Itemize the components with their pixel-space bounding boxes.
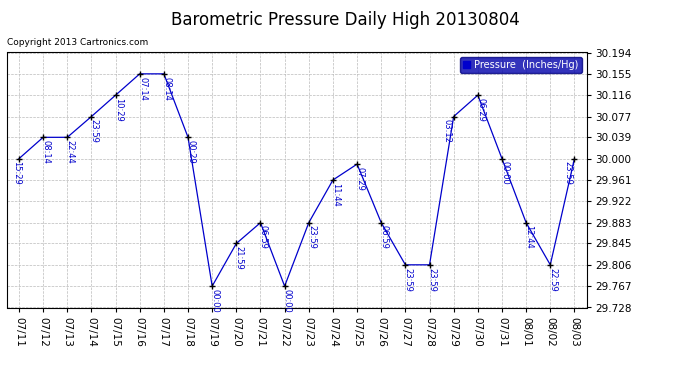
Text: 22:44: 22:44: [66, 140, 75, 164]
Text: 00:00: 00:00: [500, 161, 509, 185]
Text: 23:59: 23:59: [404, 268, 413, 291]
Text: 23:59: 23:59: [563, 161, 572, 185]
Text: 00:00: 00:00: [210, 289, 219, 313]
Text: 10:29: 10:29: [114, 98, 123, 122]
Text: 06:29: 06:29: [476, 98, 485, 122]
Text: 15:29: 15:29: [12, 161, 21, 185]
Text: 06:59: 06:59: [259, 225, 268, 249]
Legend: Pressure  (Inches/Hg): Pressure (Inches/Hg): [460, 57, 582, 73]
Text: 23:59: 23:59: [307, 225, 316, 249]
Text: 23:59: 23:59: [428, 268, 437, 291]
Text: 08:14: 08:14: [162, 76, 171, 101]
Text: 23:59: 23:59: [90, 119, 99, 143]
Text: 07:14: 07:14: [138, 76, 147, 101]
Text: 22:59: 22:59: [549, 268, 558, 291]
Text: Barometric Pressure Daily High 20130804: Barometric Pressure Daily High 20130804: [170, 11, 520, 29]
Text: 06:59: 06:59: [380, 225, 388, 249]
Text: 11:44: 11:44: [331, 183, 340, 207]
Text: 00:29: 00:29: [186, 140, 195, 164]
Text: 08:14: 08:14: [41, 140, 50, 164]
Text: 03:12: 03:12: [442, 119, 451, 143]
Text: Copyright 2013 Cartronics.com: Copyright 2013 Cartronics.com: [7, 38, 148, 47]
Text: 07:29: 07:29: [355, 167, 364, 191]
Text: 21:59: 21:59: [235, 246, 244, 270]
Text: 00:00: 00:00: [283, 289, 292, 313]
Text: 12:44: 12:44: [524, 225, 533, 249]
